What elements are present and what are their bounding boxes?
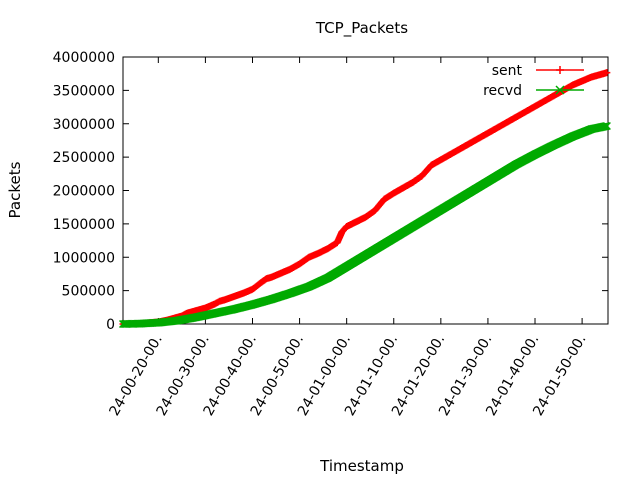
y-tick-label: 3000000: [53, 117, 115, 133]
series-markers-sent: [119, 69, 611, 328]
y-tick-label: 4000000: [53, 50, 115, 66]
series-recvd: [118, 121, 611, 329]
chart-legend: sent recvd: [483, 63, 584, 99]
y-tick-label: 3500000: [53, 83, 115, 99]
series-line-sent: [122, 71, 609, 325]
y-tick-label: 2000000: [53, 184, 115, 200]
legend-label-sent: sent: [492, 63, 523, 79]
x-axis-label: Timestamp: [319, 457, 404, 475]
y-tick-label: 2500000: [53, 150, 115, 166]
chart-title: TCP_Packets: [315, 19, 408, 38]
legend-marker-recvd: [555, 85, 565, 95]
y-tick-label: 500000: [62, 284, 115, 300]
data-point: [602, 121, 611, 131]
plot-area: 0 500000 1000000 1500000 2000000 2500000 30000…: [53, 50, 611, 419]
series-sent: [119, 69, 611, 328]
legend-marker-sent: [556, 66, 564, 74]
series-markers-recvd: [118, 121, 611, 329]
plot-frame: [122, 56, 609, 325]
legend-label-recvd: recvd: [483, 83, 522, 99]
y-tick-label: 1000000: [53, 250, 115, 266]
y-axis-label: Packets: [6, 161, 24, 218]
y-tick-label: 0: [106, 317, 115, 333]
y-tick-label: 1500000: [53, 217, 115, 233]
data-point: [603, 69, 611, 77]
